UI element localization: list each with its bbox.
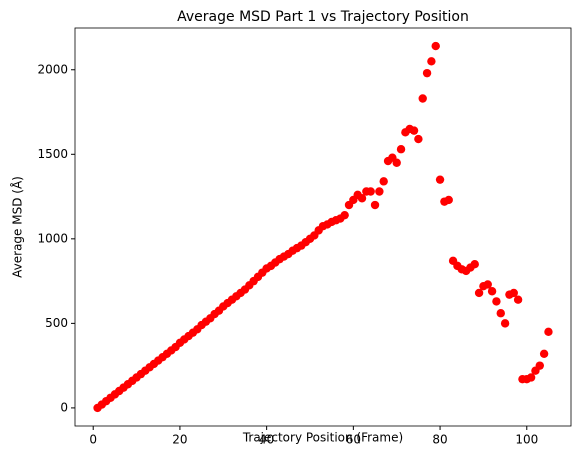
point — [340, 210, 349, 220]
point — [474, 288, 484, 298]
x-tick-label: 60 — [346, 433, 361, 447]
y-tick-label: 1000 — [37, 231, 68, 245]
point — [444, 195, 453, 205]
point — [427, 57, 436, 66]
point — [435, 175, 445, 184]
point — [418, 94, 427, 103]
point — [392, 158, 401, 167]
point — [396, 145, 406, 154]
point — [375, 187, 384, 196]
point — [470, 259, 479, 269]
x-tick-label: 80 — [432, 433, 447, 447]
point — [513, 295, 523, 304]
plot-frame — [74, 27, 572, 427]
y-tick-label: 2000 — [37, 62, 68, 76]
point — [539, 349, 549, 359]
chart-title: Average MSD Part 1 vs Trajectory Positio… — [177, 9, 469, 25]
point — [526, 373, 536, 382]
point — [370, 200, 380, 210]
point — [422, 68, 432, 78]
point — [492, 297, 501, 306]
point — [496, 309, 505, 318]
point — [431, 41, 440, 51]
point — [366, 187, 375, 196]
point — [379, 177, 388, 186]
x-tick-label: 100 — [515, 433, 538, 447]
y-tick-label: 0 — [60, 400, 68, 414]
point — [483, 280, 492, 289]
point — [535, 361, 544, 370]
point — [509, 288, 518, 298]
x-axis-label: Trajectory Position (Frame) — [242, 431, 403, 445]
x-tick-label: 20 — [172, 433, 187, 447]
point — [487, 287, 497, 296]
point — [409, 126, 419, 135]
y-tick-label: 500 — [45, 316, 68, 330]
point — [544, 327, 553, 337]
point — [357, 194, 367, 203]
point — [500, 319, 510, 328]
x-tick-label: 40 — [259, 433, 274, 447]
point — [414, 134, 423, 144]
y-tick-label: 1500 — [37, 147, 68, 161]
x-tick-label: 0 — [89, 433, 97, 447]
y-axis-label: Average MSD (Å) — [10, 176, 25, 278]
